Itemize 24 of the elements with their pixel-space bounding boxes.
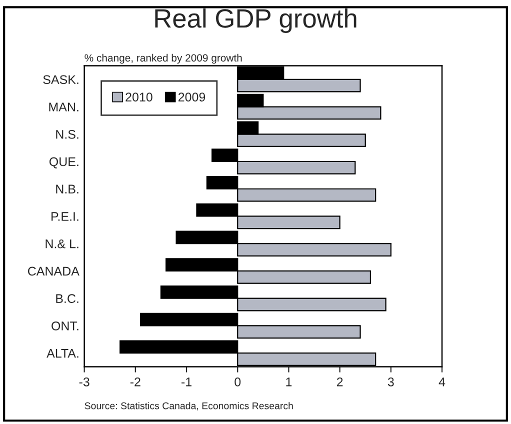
y-tick-label: ONT. [52,322,78,330]
y-tick-label: CANADA [28,266,80,276]
y-tick-label: ALTA. [46,349,78,358]
chart-subtitle: % change, ranked by 2009 growth [84,54,242,64]
legend-label: 2009 [178,92,206,102]
x-tick-label: 0 [234,378,241,386]
chart-title: Real GDP growth [155,8,356,34]
legend-label: 2010 [126,92,152,102]
x-tick-label: 3 [388,378,394,386]
y-tick-label: N.S. [56,130,78,139]
source-note: Source: Statistics Canada, Economics Research [84,402,293,410]
y-tick-label: MAN. [49,102,78,112]
y-tick-label: QUE. [49,157,78,168]
x-tick-label: 2 [336,378,343,386]
y-tick-label: N.B. [56,184,78,194]
x-tick-label: -2 [130,378,140,386]
y-tick-label: N.& L. [46,239,78,248]
x-tick-label: -3 [79,378,90,386]
x-tick-label: 1 [286,378,292,386]
y-tick-label: SASK. [43,75,78,84]
x-tick-label: -1 [182,378,192,386]
x-tick-label: 4 [438,378,446,386]
y-tick-label: B.C. [56,294,78,303]
y-tick-label: P.E.I. [52,212,78,221]
